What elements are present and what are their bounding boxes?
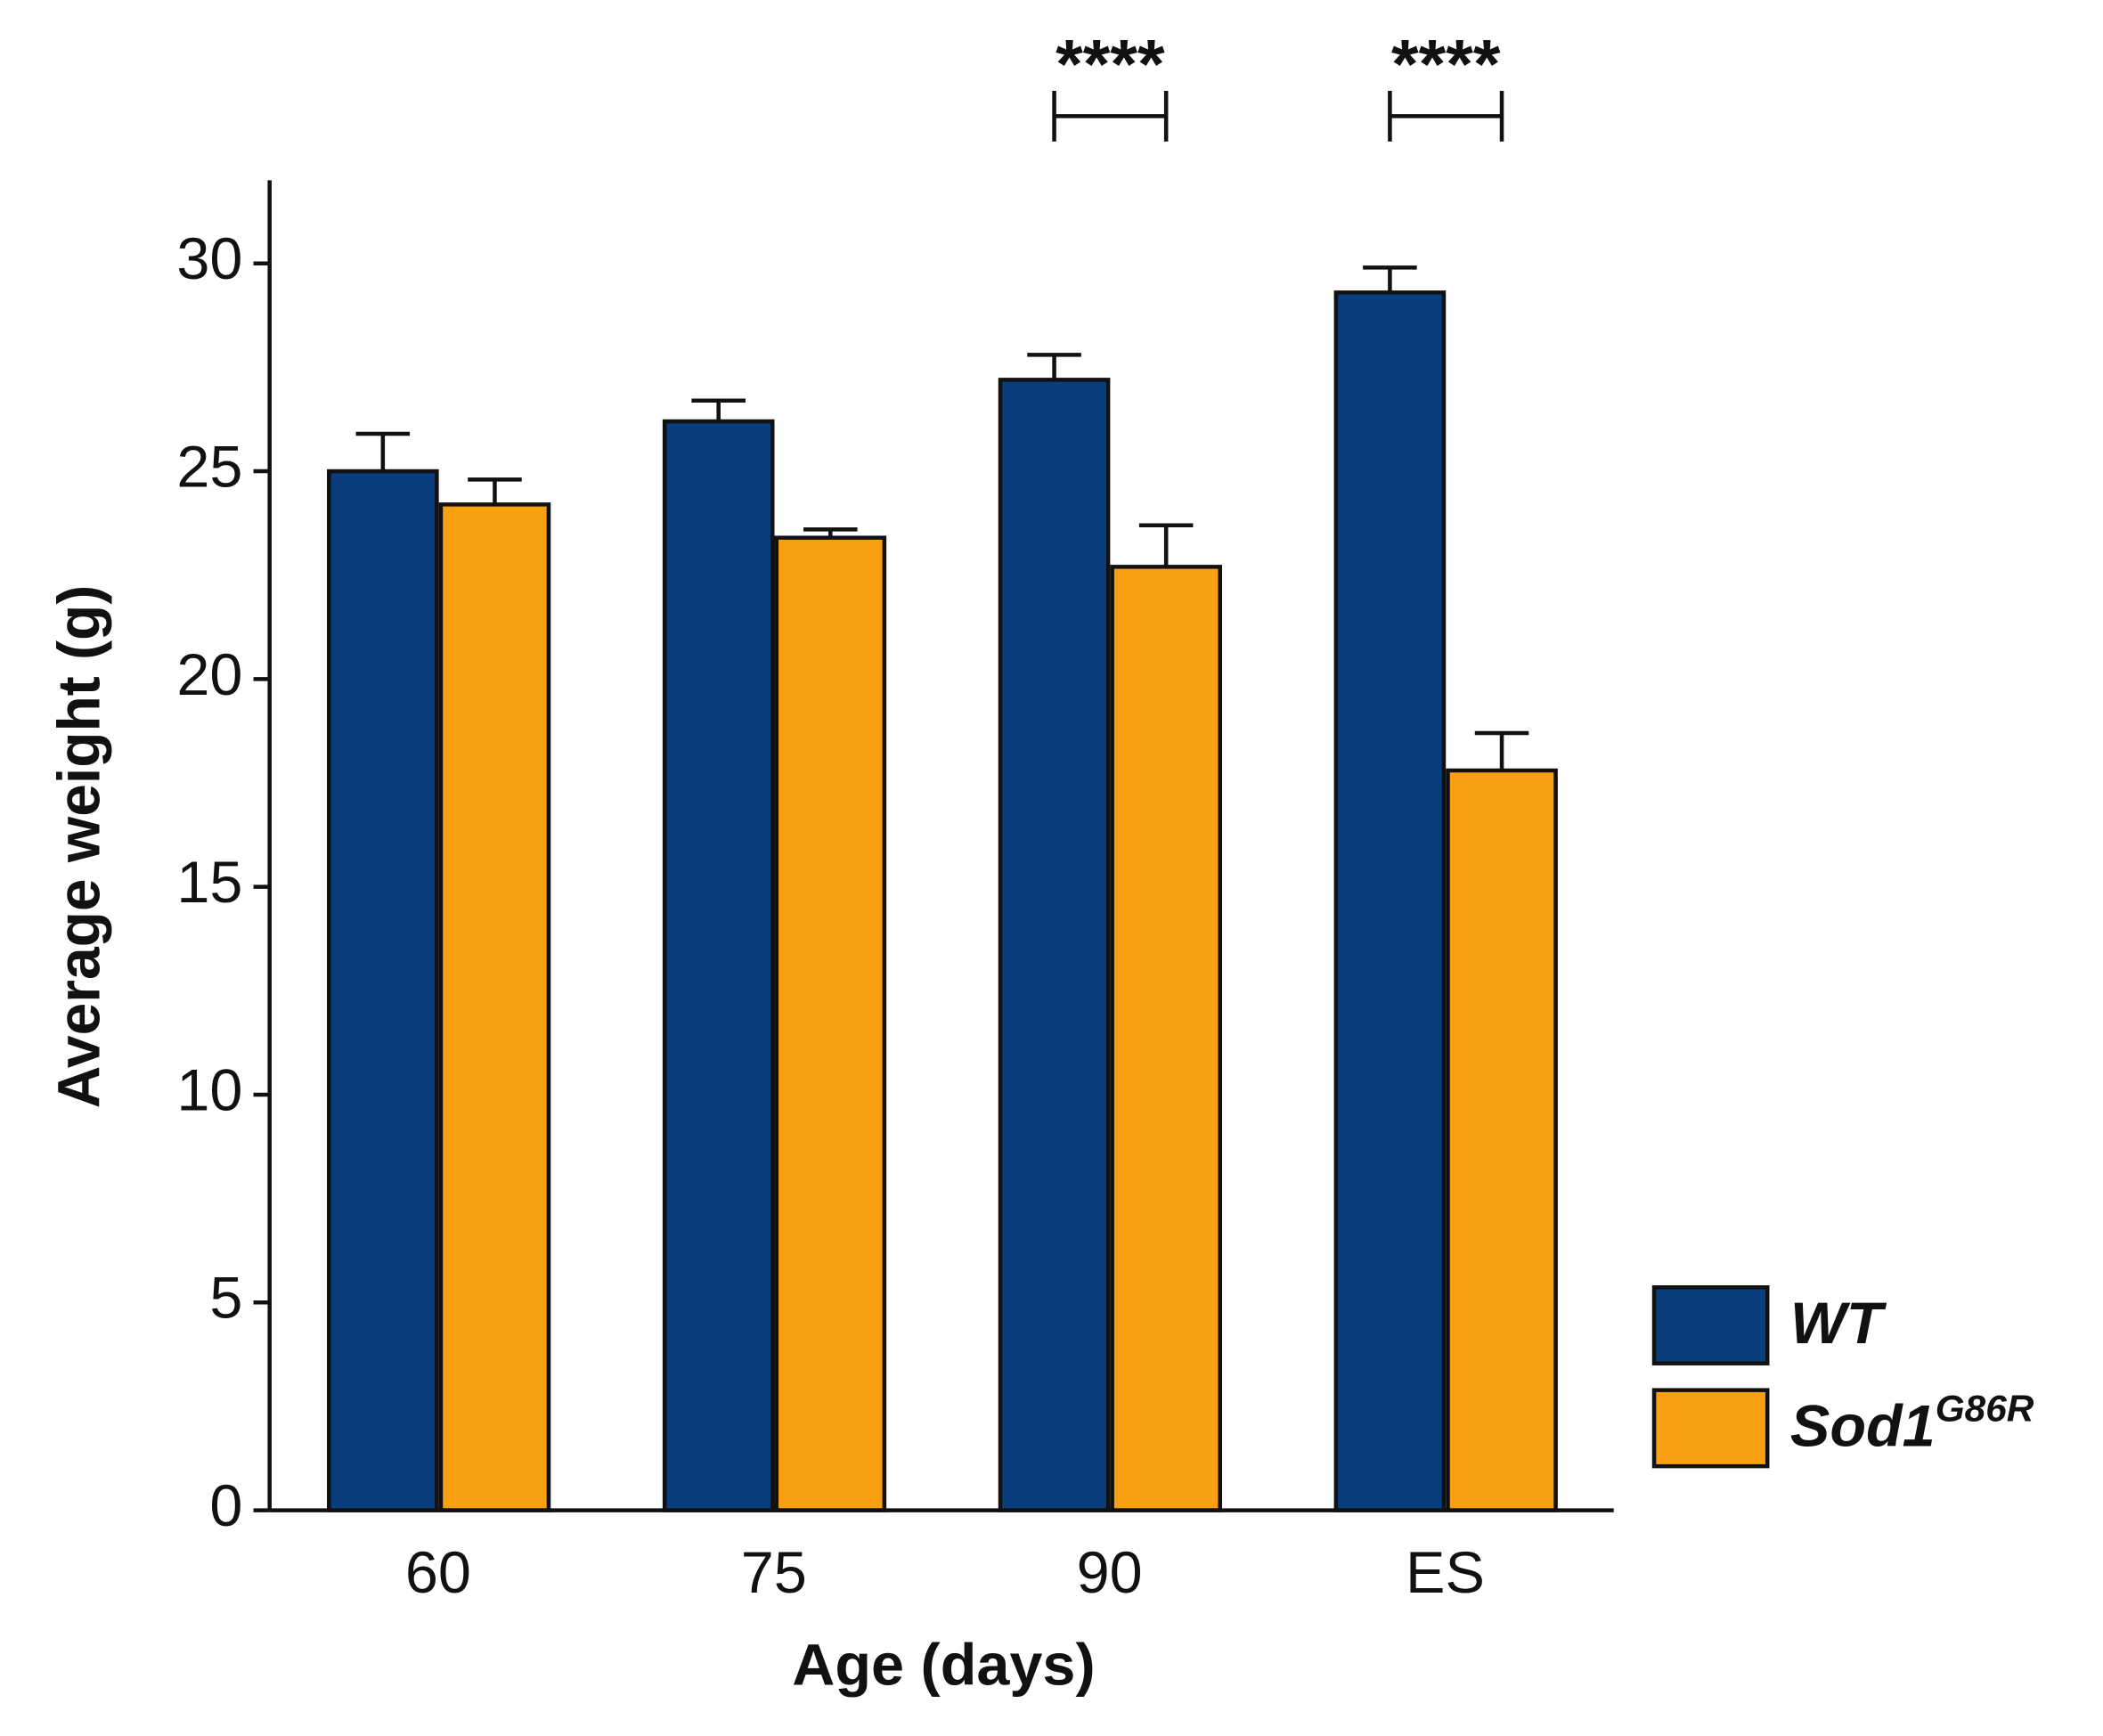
bar: [774, 535, 887, 1512]
legend-name: Sod1: [1790, 1393, 1936, 1459]
sig-label: ****: [1056, 25, 1165, 103]
y-tick-label: 25: [176, 435, 242, 501]
legend-name: WT: [1790, 1291, 1887, 1357]
y-tick-label: 20: [176, 642, 242, 708]
y-tick-label: 10: [176, 1058, 242, 1124]
legend-superscript: G86R: [1936, 1388, 2034, 1430]
y-tick-label: 15: [176, 850, 242, 916]
bar: [327, 469, 439, 1512]
y-tick-label: 0: [209, 1473, 242, 1539]
sig-label: ****: [1391, 25, 1501, 103]
x-tick-label: 75: [741, 1540, 807, 1606]
x-tick-label: 90: [1077, 1540, 1143, 1606]
legend-label: WT: [1790, 1291, 1887, 1357]
bar: [1446, 768, 1558, 1512]
x-tick-label: 60: [405, 1540, 471, 1606]
x-axis-title: Age (days): [792, 1633, 1095, 1699]
legend-label: Sod1G86R: [1790, 1388, 2034, 1459]
legend-swatch: [1651, 1388, 1770, 1469]
bar: [438, 502, 551, 1512]
y-tick-label: 30: [176, 226, 242, 292]
x-tick-label: ES: [1406, 1540, 1485, 1606]
bar: [1333, 290, 1447, 1512]
plot-root: Average weight (g) Age (days) 0 5 10 15 20 25…: [46, 25, 2034, 1698]
y-tick-label: 5: [209, 1266, 242, 1332]
legend-swatch: [1651, 1284, 1770, 1365]
y-axis-title: Average weight (g): [46, 585, 112, 1109]
bar: [998, 378, 1111, 1512]
bar: [662, 419, 775, 1512]
bar: [1110, 565, 1222, 1512]
